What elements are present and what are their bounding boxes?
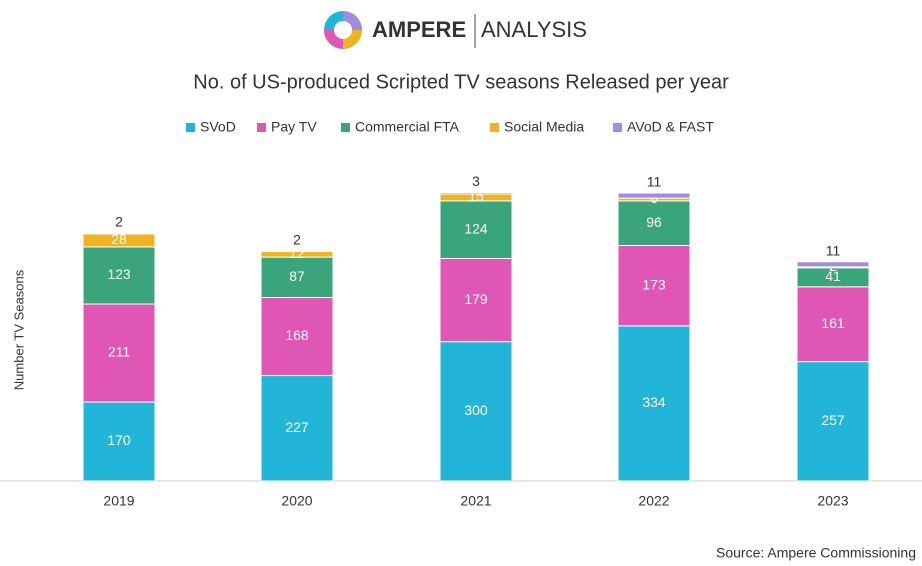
legend-swatch (341, 123, 350, 132)
bar-segment (260, 250, 334, 253)
logo-suffix: ANALYSIS (481, 17, 587, 42)
bar-segment (439, 192, 513, 195)
bar-segment (617, 200, 691, 246)
logo-hole (334, 21, 352, 39)
bar-segment (82, 303, 156, 403)
legend-swatch (186, 123, 195, 132)
data-label: 11 (647, 174, 662, 190)
logo-icon (324, 11, 362, 49)
data-label: 211 (108, 344, 131, 360)
chart-title: No. of US-produced Scripted TV seasons R… (193, 71, 729, 93)
data-label: 28 (111, 231, 127, 247)
data-label: 12 (289, 245, 305, 261)
data-label: 41 (825, 268, 841, 284)
logo-name: AMPERE (372, 17, 466, 42)
legend-label: Social Media (504, 119, 584, 135)
legend-swatch (490, 123, 499, 132)
legend-label: Commercial FTA (355, 119, 460, 135)
source: Source: Ampere Commissioning (716, 545, 916, 561)
x-tick-label: 2021 (460, 493, 491, 509)
data-label: 96 (646, 214, 662, 230)
data-label: 11 (826, 242, 841, 258)
legend-swatch (257, 123, 266, 132)
x-tick-label: 2022 (638, 493, 669, 509)
legend-label: Pay TV (271, 119, 317, 135)
data-label: 168 (285, 327, 309, 343)
data-label: 257 (821, 412, 845, 428)
data-label: 173 (642, 276, 666, 292)
data-label: 334 (642, 394, 666, 410)
bar-segment (82, 232, 156, 235)
bar-segment (439, 200, 513, 259)
data-label: 170 (107, 432, 131, 448)
y-axis-label: Number TV Seasons (11, 269, 26, 390)
legend-swatch (613, 123, 622, 132)
legend-label: SVoD (200, 119, 236, 135)
bar-segment (617, 192, 691, 199)
x-tick-label: 2019 (103, 493, 134, 509)
data-label: 227 (285, 419, 309, 435)
x-tick-label: 2020 (281, 493, 312, 509)
bar-segment (617, 325, 691, 482)
bar-segment (796, 286, 870, 363)
bar-segment (439, 341, 513, 482)
data-label: 2 (293, 231, 301, 247)
data-label: 87 (289, 268, 305, 284)
data-label: 15 (468, 188, 484, 204)
x-tick-label: 2023 (817, 493, 848, 509)
data-label: 179 (464, 291, 488, 307)
bar-segment (796, 361, 870, 482)
bar-segment (796, 261, 870, 268)
data-label: 300 (464, 402, 488, 418)
bar-segment (439, 257, 513, 343)
data-label: 124 (464, 220, 488, 236)
legend-label: AVoD & FAST (627, 119, 714, 135)
data-label: 3 (472, 173, 480, 189)
data-label: 161 (821, 315, 845, 331)
data-label: 2 (115, 214, 123, 230)
bar-segment (260, 375, 334, 482)
bar-segment (82, 401, 156, 482)
bar-segment (617, 244, 691, 327)
data-label: 123 (107, 266, 131, 282)
